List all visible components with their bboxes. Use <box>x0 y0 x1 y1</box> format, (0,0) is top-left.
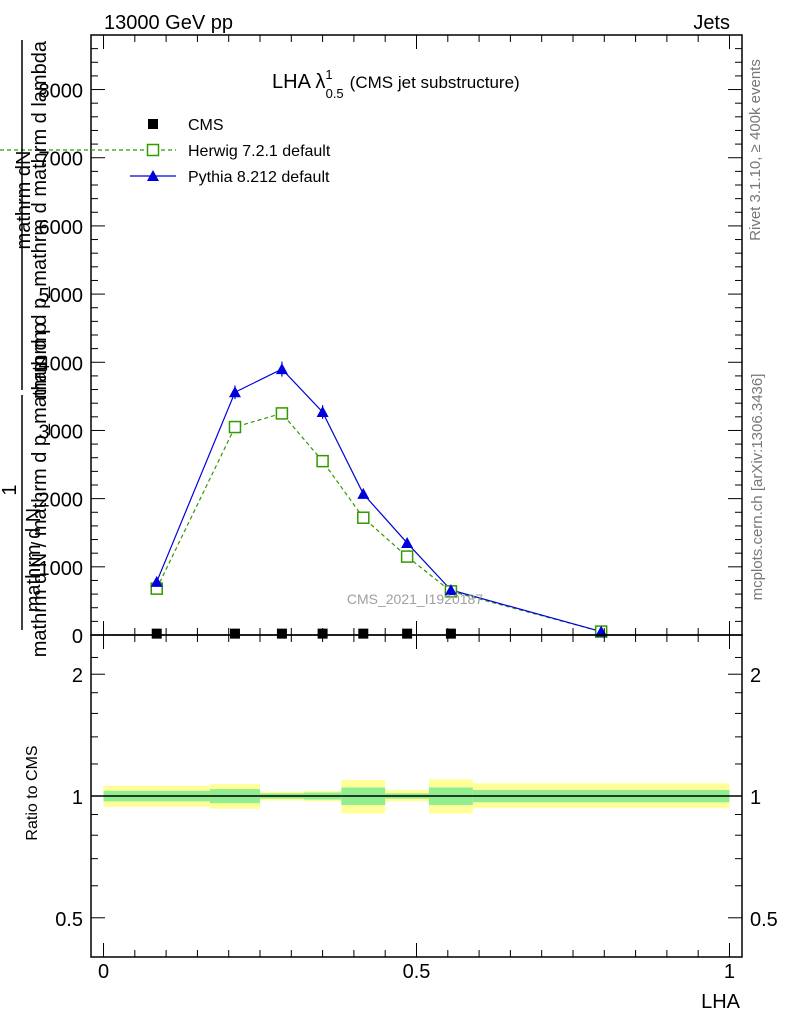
main-y-tick-label: 0 <box>72 626 83 648</box>
ylabel-denominator: mathrm d p_mathrm d mathrm d lambda <box>29 40 51 399</box>
ratio-y-tick-label-right: 2 <box>750 665 761 687</box>
plot-title-main: LHA λ <box>272 71 325 93</box>
main-y-tick-label: 6000 <box>39 217 84 239</box>
analysis-watermark: CMS_2021_I1920187 <box>347 591 483 607</box>
cms-point <box>151 628 162 639</box>
pythia-point <box>150 575 163 587</box>
main-y-tick-label: 1000 <box>39 558 84 580</box>
ratio-y-tick-label: 0.5 <box>55 909 83 931</box>
legend-pythia-label: Pythia 8.212 default <box>188 169 330 186</box>
main-y-axis: 0 1000 2000 3000 4000 5000 6000 7000 8000 <box>39 48 742 648</box>
plot-title-sup: 1 <box>325 67 332 82</box>
x-tick-label: 0.5 <box>403 961 431 983</box>
main-y-tick-label: 7000 <box>39 149 84 171</box>
pythia-point <box>401 536 414 548</box>
ratio-y-axis: 0.5 0.5 1 1 2 2 <box>55 656 778 931</box>
ylabel-one: 1 <box>0 484 21 495</box>
header-right: Jets <box>693 12 730 34</box>
cms-point <box>358 628 369 639</box>
ratio-y-tick-label: 1 <box>72 787 83 809</box>
cms-point <box>276 628 287 639</box>
main-y-tick-label: 2000 <box>39 490 84 512</box>
ratio-plot-area <box>91 779 742 814</box>
x-axis: 0 0.5 1 <box>98 35 735 983</box>
herwig-point <box>357 511 370 524</box>
main-y-tick-label: 4000 <box>39 353 84 375</box>
pythia-point <box>444 584 457 595</box>
legend-herwig-label: Herwig 7.2.1 default <box>188 143 331 160</box>
plot-title-note: (CMS jet substructure) <box>350 73 520 92</box>
herwig-point <box>275 407 289 420</box>
main-y-tick-label: 5000 <box>39 285 84 307</box>
main-y-tick-label: 3000 <box>39 421 84 443</box>
pythia-point <box>316 406 329 418</box>
x-axis-label: LHA <box>701 991 741 1013</box>
legend-pythia-marker <box>147 170 159 181</box>
ylabel-denominator-2: mathrm d N / mathrm d p_mathrm d p <box>29 323 51 658</box>
ylabel-numerator: mathrm dN <box>13 151 35 250</box>
cms-point <box>229 628 240 639</box>
pythia-point <box>275 363 288 375</box>
ratio-y-axis-label: Ratio to CMS <box>24 745 41 840</box>
ylabel-denominator-3: mathrm d N <box>23 508 45 612</box>
legend-cms-label: CMS <box>188 117 224 134</box>
herwig-point <box>228 420 242 434</box>
x-tick-label: 1 <box>724 961 735 983</box>
ratio-y-tick-label: 2 <box>72 665 83 687</box>
plot-title-sub: 0.5 <box>326 86 344 101</box>
legend-herwig-marker <box>146 143 160 157</box>
legend-cms-marker <box>148 119 158 129</box>
x-tick-label: 0 <box>98 961 109 983</box>
rivet-version-note: Rivet 3.1.10, ≥ 400k events <box>747 59 764 241</box>
ratio-y-tick-label-right: 1 <box>750 787 761 809</box>
pythia-point <box>228 386 241 398</box>
ratio-y-tick-label-right: 0.5 <box>750 909 778 931</box>
pythia-point <box>357 487 370 499</box>
header-left: 13000 GeV pp <box>104 12 233 34</box>
series-herwig-line <box>156 412 602 633</box>
legend: CMS Herwig 7.2.1 default Pythia 8.212 de… <box>0 117 331 186</box>
mcplots-note: mcplots.cern.ch [arXiv:1306.3436] <box>749 374 766 601</box>
herwig-point <box>316 454 329 468</box>
herwig-point <box>400 550 414 563</box>
cms-point <box>402 628 413 639</box>
cms-point <box>445 628 456 639</box>
main-y-tick-label: 8000 <box>39 81 84 103</box>
series-pythia-line <box>156 368 602 633</box>
main-y-axis-label: mathrm dN mathrm d p_mathrm d mathrm d l… <box>0 40 51 657</box>
plot-title: LHA λ1 0.5 (CMS jet substructure) <box>272 67 520 101</box>
